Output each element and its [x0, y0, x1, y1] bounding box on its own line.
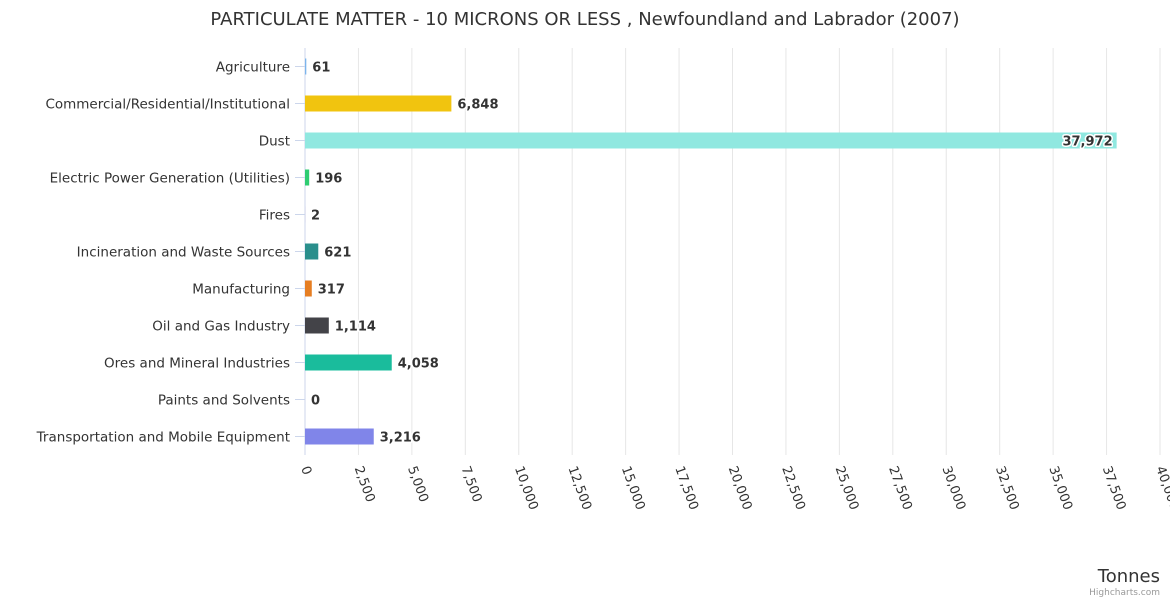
data-label: 317: [318, 283, 345, 298]
gridlines: [357, 48, 1161, 455]
bar[interactable]: [305, 132, 1117, 149]
tick-label: 22,500: [778, 464, 808, 512]
credits-link[interactable]: Highcharts.com: [1089, 588, 1160, 598]
category-label: Oil and Gas Industry: [152, 319, 290, 335]
tick-label: 40,000: [1152, 464, 1170, 512]
tick-label: 37,500: [1099, 464, 1129, 512]
tick-label: 32,500: [992, 464, 1022, 512]
tick-label: 35,000: [1045, 464, 1075, 512]
bars: [305, 58, 1117, 445]
category-labels: Agriculture Commercial/Residential/Instit…: [36, 60, 290, 446]
category-label: Manufacturing: [192, 282, 290, 298]
tick-label: 10,000: [511, 464, 541, 512]
category-label: Ores and Mineral Industries: [104, 356, 290, 372]
tick-label: 5,000: [404, 464, 431, 504]
bar[interactable]: [305, 169, 310, 186]
category-label: Electric Power Generation (Utilities): [50, 171, 290, 187]
tick-label: 17,500: [671, 464, 701, 512]
category-label: Commercial/Residential/Institutional: [45, 97, 290, 113]
data-label: 61: [312, 61, 330, 76]
data-label: 3,216: [380, 431, 421, 446]
data-label: 0: [311, 394, 320, 409]
data-label: 4,058: [398, 357, 439, 372]
category-label: Agriculture: [216, 60, 290, 76]
data-label: 37,972: [1062, 135, 1112, 150]
data-label: 196: [315, 172, 342, 187]
tick-label: 30,000: [938, 464, 968, 512]
tick-label: 20,000: [725, 464, 755, 512]
category-label: Fires: [259, 208, 290, 224]
category-label: Transportation and Mobile Equipment: [36, 430, 290, 446]
bar[interactable]: [305, 280, 312, 297]
category-axis: [295, 48, 306, 455]
data-label: 1,114: [335, 320, 376, 335]
bar[interactable]: [305, 317, 329, 334]
data-label: 6,848: [457, 98, 498, 113]
bar[interactable]: [305, 243, 319, 260]
tick-label: 25,000: [832, 464, 862, 512]
bar[interactable]: [305, 58, 307, 75]
bar[interactable]: [305, 354, 392, 371]
tick-label: 27,500: [885, 464, 915, 512]
data-label: 2: [311, 209, 320, 224]
tick-label: 15,000: [618, 464, 648, 512]
category-label: Incineration and Waste Sources: [77, 245, 290, 261]
value-tick-labels: 0 2,500 5,000 7,500 10,000 12,500 15,000 17,500…: [297, 464, 1170, 512]
tick-label: 12,500: [564, 464, 594, 512]
tick-label: 2,500: [351, 464, 378, 504]
category-label: Dust: [259, 134, 290, 150]
tick-label: 0: [297, 464, 314, 477]
value-axis-title: Tonnes: [1097, 566, 1160, 587]
tick-label: 7,500: [458, 464, 485, 504]
category-label: Paints and Solvents: [158, 393, 290, 409]
bar[interactable]: [305, 428, 374, 445]
chart-title: PARTICULATE MATTER - 10 MICRONS OR LESS …: [210, 9, 959, 30]
data-labels: 61 6,848 37,972 196 2 621 317 1,114 4,058 0 3,216: [310, 59, 1115, 447]
data-label: 621: [324, 246, 351, 261]
bar[interactable]: [305, 95, 452, 112]
